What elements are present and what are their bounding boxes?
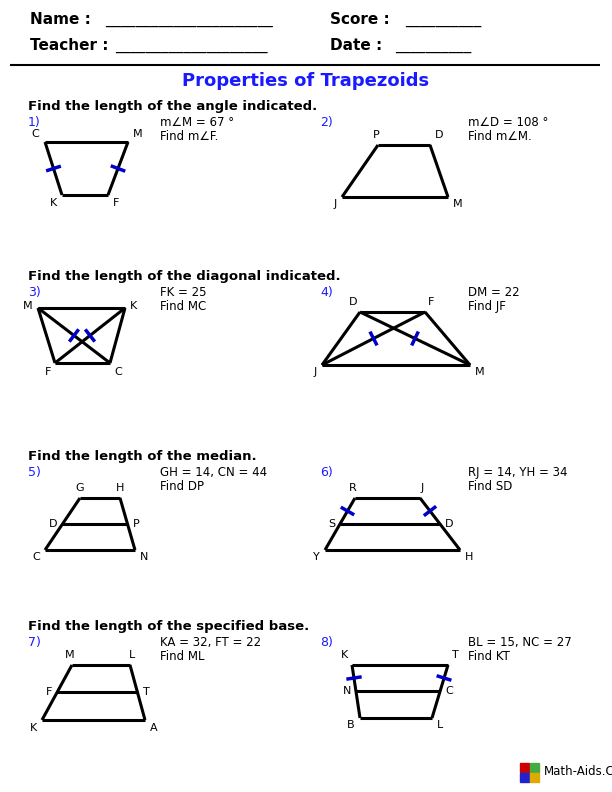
Text: F: F: [428, 297, 435, 307]
Text: Find SD: Find SD: [468, 480, 512, 493]
Text: Score :: Score :: [330, 12, 390, 27]
Text: BL = 15, NC = 27: BL = 15, NC = 27: [468, 636, 572, 649]
Text: L: L: [437, 720, 443, 730]
Text: Name :: Name :: [30, 12, 91, 27]
Text: H: H: [465, 552, 473, 562]
Text: 2): 2): [320, 116, 333, 129]
Text: m∠D = 108 °: m∠D = 108 °: [468, 116, 548, 129]
Text: P: P: [133, 519, 140, 529]
Text: K: K: [50, 198, 57, 208]
Text: Find KT: Find KT: [468, 650, 510, 663]
Text: A: A: [150, 723, 158, 733]
Text: Find the length of the median.: Find the length of the median.: [28, 450, 256, 463]
Text: T: T: [452, 650, 459, 660]
Text: R: R: [349, 483, 357, 493]
Text: KA = 32, FT = 22: KA = 32, FT = 22: [160, 636, 261, 649]
Text: Properties of Trapezoids: Properties of Trapezoids: [182, 72, 430, 90]
Bar: [520, 773, 529, 782]
Text: DM = 22: DM = 22: [468, 286, 520, 299]
Text: S: S: [328, 519, 335, 529]
Text: 5): 5): [28, 466, 41, 479]
Text: GH = 14, CN = 44: GH = 14, CN = 44: [160, 466, 267, 479]
Text: Find m∠M.: Find m∠M.: [468, 130, 532, 143]
Text: B: B: [348, 720, 355, 730]
Text: Find the length of the specified base.: Find the length of the specified base.: [28, 620, 309, 633]
Bar: [530, 763, 539, 772]
Text: M: M: [65, 650, 75, 660]
Text: Date :: Date :: [330, 38, 382, 53]
Text: Teacher :: Teacher :: [30, 38, 108, 53]
Text: P: P: [373, 130, 379, 140]
Text: K: K: [341, 650, 348, 660]
Text: D: D: [48, 519, 57, 529]
Text: 3): 3): [28, 286, 41, 299]
Text: Find the length of the diagonal indicated.: Find the length of the diagonal indicate…: [28, 270, 341, 283]
Text: 1): 1): [28, 116, 41, 129]
Text: Y: Y: [313, 552, 320, 562]
Text: C: C: [32, 552, 40, 562]
Text: 6): 6): [320, 466, 333, 479]
Text: L: L: [129, 650, 135, 660]
Text: T: T: [143, 687, 150, 697]
Text: J: J: [314, 367, 317, 377]
Text: FK = 25: FK = 25: [160, 286, 206, 299]
Text: N: N: [140, 552, 148, 562]
Text: C: C: [31, 129, 39, 139]
Text: Find JF: Find JF: [468, 300, 506, 313]
Text: 4): 4): [320, 286, 333, 299]
Text: D: D: [435, 130, 444, 140]
Text: ______________________: ______________________: [105, 12, 273, 27]
Text: ____________________: ____________________: [115, 38, 267, 53]
Text: J: J: [420, 483, 424, 493]
Text: M: M: [133, 129, 143, 139]
Text: G: G: [76, 483, 84, 493]
Text: Find the length of the angle indicated.: Find the length of the angle indicated.: [28, 100, 317, 113]
Bar: [520, 763, 529, 772]
Text: J: J: [334, 199, 337, 209]
Text: Math-Aids.Com: Math-Aids.Com: [544, 765, 612, 778]
Text: 7): 7): [28, 636, 41, 649]
Text: D: D: [348, 297, 357, 307]
Text: K: K: [130, 301, 137, 311]
Bar: [530, 773, 539, 782]
Text: F: F: [113, 198, 119, 208]
Text: Find ML: Find ML: [160, 650, 204, 663]
Text: M: M: [453, 199, 463, 209]
Text: M: M: [23, 301, 33, 311]
Text: F: F: [45, 367, 51, 377]
Text: F: F: [46, 687, 52, 697]
Text: m∠M = 67 °: m∠M = 67 °: [160, 116, 234, 129]
Text: D: D: [445, 519, 453, 529]
Text: __________: __________: [395, 38, 471, 53]
Text: C: C: [445, 686, 453, 696]
Text: Find m∠F.: Find m∠F.: [160, 130, 218, 143]
Text: Find DP: Find DP: [160, 480, 204, 493]
Text: C: C: [114, 367, 122, 377]
Text: __________: __________: [405, 12, 481, 27]
Text: 8): 8): [320, 636, 333, 649]
Text: K: K: [30, 723, 37, 733]
Text: N: N: [343, 686, 351, 696]
Text: M: M: [475, 367, 485, 377]
Text: H: H: [116, 483, 124, 493]
Text: RJ = 14, YH = 34: RJ = 14, YH = 34: [468, 466, 567, 479]
Text: Find MC: Find MC: [160, 300, 206, 313]
